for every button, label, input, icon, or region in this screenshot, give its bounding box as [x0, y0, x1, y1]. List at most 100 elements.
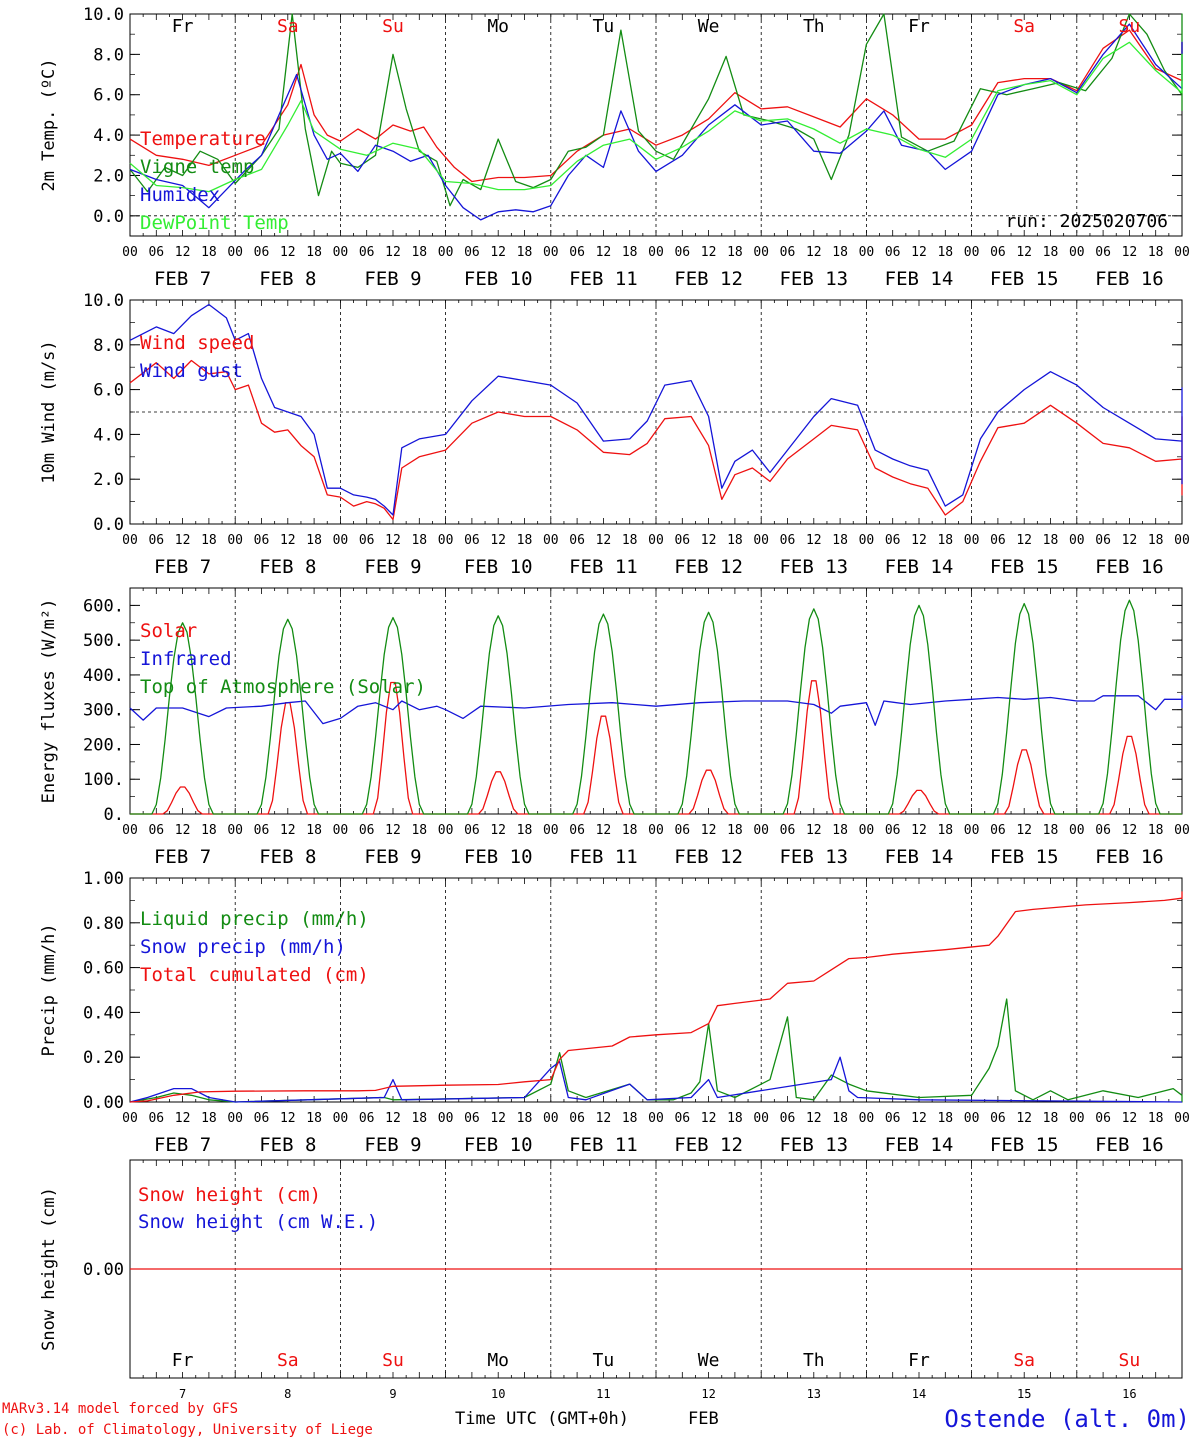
- x-hour-label: 00: [859, 533, 875, 548]
- x-hour-label: 12: [490, 823, 506, 838]
- y-tick-label: 0.00: [83, 1260, 124, 1280]
- x-hour-label: 00: [753, 245, 769, 260]
- x-date-label: FEB 11: [569, 846, 638, 868]
- x-hour-label: 12: [806, 533, 822, 548]
- x-hour-label: 18: [201, 533, 217, 548]
- x-hour-label: 00: [1069, 245, 1085, 260]
- x-date-label: FEB 15: [990, 556, 1059, 578]
- x-hour-label: 12: [1122, 823, 1138, 838]
- x-hour-label: 18: [517, 1111, 533, 1126]
- x-hour-label: 12: [596, 823, 612, 838]
- x-hour-label: 06: [359, 533, 375, 548]
- x-hour-label: 00: [648, 533, 664, 548]
- x-date-label: FEB 16: [1095, 846, 1164, 868]
- x-hour-label: 12: [280, 245, 296, 260]
- day-name-label: Sa: [277, 1350, 299, 1371]
- x-hour-label: 00: [859, 1111, 875, 1126]
- x-hour-label: 12: [701, 245, 717, 260]
- series-humidex: [129, 23, 1183, 221]
- run-annotation: run: 2025020706: [1005, 211, 1168, 232]
- x-hour-label: 00: [227, 533, 243, 548]
- day-name-label: Su: [1119, 16, 1141, 37]
- x-date-label: FEB 13: [779, 556, 848, 578]
- x-hour-label: 00: [648, 1111, 664, 1126]
- x-date-label: FEB 10: [464, 1134, 533, 1156]
- y-tick-label: 6.0: [93, 86, 124, 106]
- legend-entry: Wind gust: [140, 360, 243, 382]
- x-hour-label: 06: [569, 1111, 585, 1126]
- series-dewpoint-temp: [129, 41, 1183, 193]
- x-date-label: FEB 14: [885, 268, 954, 290]
- x-hour-label: 06: [1095, 823, 1111, 838]
- series-top-of-atmosphere-solar-: [130, 599, 1182, 815]
- y-tick-label: 500.: [83, 631, 124, 651]
- series-liquid-precip-mm-h-: [129, 998, 1183, 1103]
- x-date-label: FEB 14: [885, 846, 954, 868]
- x-hour-label: 12: [806, 245, 822, 260]
- legend-entry: Wind speed: [140, 332, 254, 354]
- y-tick-label: 300.: [83, 701, 124, 721]
- x-date-label: FEB 8: [259, 1134, 316, 1156]
- day-number-label: 14: [912, 1387, 926, 1401]
- y-tick-label: 10.0: [83, 291, 124, 311]
- x-hour-label: 18: [411, 1111, 427, 1126]
- x-hour-label: 12: [1016, 245, 1032, 260]
- x-hour-label: 18: [727, 1111, 743, 1126]
- x-date-label: FEB 12: [674, 556, 743, 578]
- x-hour-label: 12: [1122, 245, 1138, 260]
- x-hour-label: 18: [201, 823, 217, 838]
- x-date-label: FEB 11: [569, 1134, 638, 1156]
- day-name-label: Sa: [1013, 1350, 1035, 1371]
- x-hour-label: 06: [359, 1111, 375, 1126]
- y-tick-label: 0.20: [83, 1048, 124, 1068]
- x-axis-title: Time UTC (GMT+0h): [455, 1409, 629, 1429]
- x-hour-label: 12: [175, 533, 191, 548]
- x-hour-label: 06: [464, 245, 480, 260]
- x-hour-label: 06: [1095, 533, 1111, 548]
- series-infrared: [129, 695, 1183, 726]
- x-hour-label: 00: [333, 823, 349, 838]
- x-hour-label: 18: [622, 823, 638, 838]
- x-hour-label: 18: [622, 245, 638, 260]
- x-hour-label: 12: [490, 533, 506, 548]
- x-hour-label: 06: [885, 1111, 901, 1126]
- x-hour-label: 00: [1069, 823, 1085, 838]
- x-date-label: FEB 10: [464, 556, 533, 578]
- x-hour-label: 18: [937, 533, 953, 548]
- x-hour-label: 12: [175, 823, 191, 838]
- y-tick-label: 100.: [83, 770, 124, 790]
- x-hour-label: 00: [543, 533, 559, 548]
- x-hour-label: 00: [122, 245, 138, 260]
- y-tick-label: 0.0: [93, 515, 124, 535]
- x-hour-label: 06: [990, 245, 1006, 260]
- legend-entry: Total cumulated (cm): [140, 964, 369, 986]
- x-hour-label: 06: [674, 245, 690, 260]
- legend-entry: Liquid precip (mm/h): [140, 908, 369, 930]
- x-hour-label: 06: [1095, 1111, 1111, 1126]
- x-hour-label: 12: [701, 823, 717, 838]
- y-axis-title: Snow height (cm): [39, 1187, 59, 1351]
- x-hour-label: 18: [622, 533, 638, 548]
- x-hour-label: 18: [517, 533, 533, 548]
- x-hour-label: 06: [780, 823, 796, 838]
- x-hour-label: 12: [280, 533, 296, 548]
- series-wind-gust: [129, 303, 1183, 516]
- day-name-label: Th: [803, 1350, 825, 1371]
- x-hour-label: 18: [1148, 823, 1164, 838]
- day-name-label: Fr: [908, 16, 930, 37]
- x-hour-label: 18: [937, 245, 953, 260]
- x-hour-label: 00: [859, 245, 875, 260]
- y-tick-label: 600.: [83, 596, 124, 616]
- x-hour-label: 18: [832, 245, 848, 260]
- day-number-label: 15: [1017, 1387, 1031, 1401]
- day-name-label: Fr: [172, 16, 194, 37]
- x-date-label: FEB 16: [1095, 268, 1164, 290]
- series-snow-precip-mm-h-: [129, 1056, 1183, 1103]
- x-hour-label: 00: [543, 245, 559, 260]
- x-hour-label: 12: [280, 1111, 296, 1126]
- x-hour-label: 06: [148, 245, 164, 260]
- x-hour-label: 12: [175, 1111, 191, 1126]
- day-name-label: We: [698, 16, 720, 37]
- day-number-label: 10: [491, 1387, 505, 1401]
- y-axis-title: 2m Temp. (ºC): [39, 58, 59, 191]
